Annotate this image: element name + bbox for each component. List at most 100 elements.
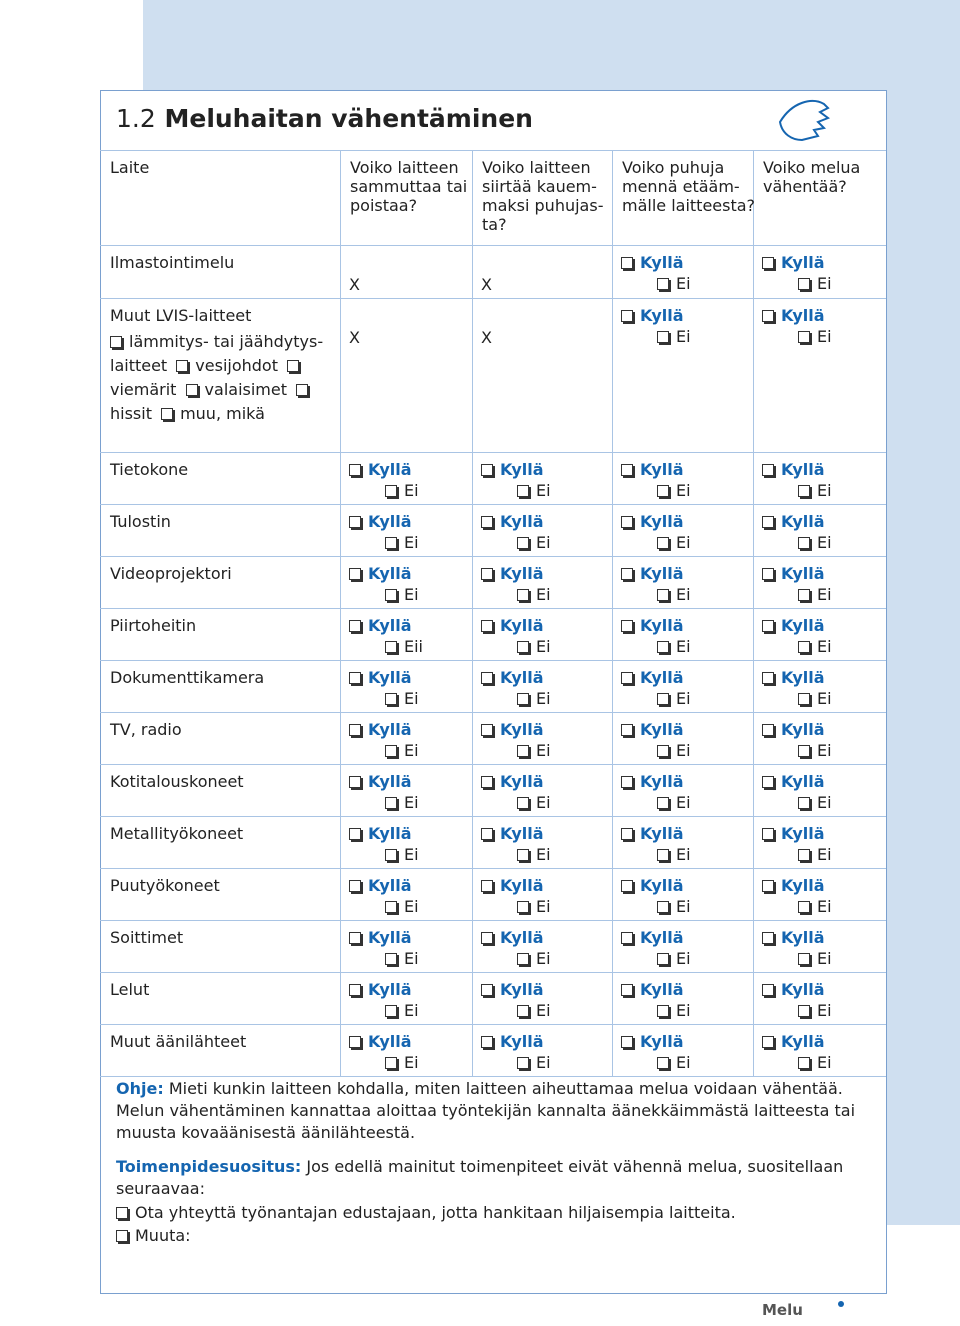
device-name: Videoprojektori — [110, 564, 232, 583]
checkbox — [762, 828, 774, 840]
yes-text: Kyllä — [781, 980, 825, 999]
yes-text: Kyllä — [368, 616, 412, 635]
no-text: Ei — [676, 897, 691, 916]
checkbox — [517, 1005, 529, 1017]
band-top — [143, 0, 960, 90]
yes-option: Kyllä — [349, 1032, 412, 1051]
checkbox — [185, 384, 198, 396]
yes-option: Kyllä — [349, 824, 412, 843]
no-option: Ei — [385, 793, 419, 812]
row-line — [100, 868, 886, 869]
checkbox — [798, 1057, 810, 1069]
no-option: Ei — [657, 1001, 691, 1020]
yes-option: Kyllä — [621, 668, 684, 687]
no-option: Ei — [798, 845, 832, 864]
checkbox — [517, 901, 529, 913]
no-option: Ei — [657, 949, 691, 968]
hand-icon — [778, 100, 831, 142]
checkbox — [762, 620, 774, 632]
yes-text: Kyllä — [640, 564, 684, 583]
device-name: Muut äänilähteet — [110, 1032, 247, 1051]
no-text: Ei — [404, 741, 419, 760]
row-line — [100, 245, 886, 246]
header-line: ta? — [482, 215, 507, 234]
no-option: Ei — [657, 897, 691, 916]
no-text: Ei — [404, 585, 419, 604]
no-text: Ei — [817, 481, 832, 500]
yes-option: Kyllä — [621, 616, 684, 635]
no-text: Ei — [536, 1053, 551, 1072]
checkbox — [762, 672, 774, 684]
yes-option: Kyllä — [481, 876, 544, 895]
yes-text: Kyllä — [368, 772, 412, 791]
yes-option: Kyllä — [621, 876, 684, 895]
checkbox — [349, 828, 361, 840]
device-cell: Puutyökoneet — [110, 876, 220, 895]
device-cell: Muut LVIS-laitteet lämmitys- tai jäähdyty… — [110, 306, 325, 426]
no-option: Ei — [657, 741, 691, 760]
yes-option: Kyllä — [762, 720, 825, 739]
yes-option: Kyllä — [481, 980, 544, 999]
device-cell: Soittimet — [110, 928, 183, 947]
yes-option: Kyllä — [481, 772, 544, 791]
checkbox — [762, 880, 774, 892]
checkbox — [385, 589, 397, 601]
checkbox — [798, 953, 810, 965]
yes-text: Kyllä — [500, 876, 544, 895]
yes-text: Kyllä — [368, 668, 412, 687]
device-cell: Lelut — [110, 980, 149, 999]
yes-text: Kyllä — [500, 616, 544, 635]
no-option: Ei — [517, 793, 551, 812]
checkbox — [762, 776, 774, 788]
yes-text: Kyllä — [500, 564, 544, 583]
no-text: Ei — [536, 1001, 551, 1020]
no-option: Ei — [657, 845, 691, 864]
yes-text: Kyllä — [781, 253, 825, 272]
yes-option: Kyllä — [621, 512, 684, 531]
device-name: Ilmastointimelu — [110, 253, 235, 272]
header-cell: Voiko laitteen sammuttaa tai poistaa? — [350, 158, 467, 215]
checkbox — [621, 776, 633, 788]
yes-text: Kyllä — [640, 928, 684, 947]
no-option: Ei — [798, 689, 832, 708]
no-option: Ei — [798, 949, 832, 968]
col-line — [612, 150, 613, 1076]
checkbox — [517, 797, 529, 809]
yes-text: Kyllä — [368, 512, 412, 531]
yes-text: Kyllä — [781, 460, 825, 479]
device-name: Lelut — [110, 980, 150, 999]
checkbox — [798, 641, 810, 653]
device-cell: Videoprojektori — [110, 564, 232, 583]
checkbox — [657, 901, 669, 913]
yes-option: Kyllä — [621, 980, 684, 999]
yes-option: Kyllä — [762, 616, 825, 635]
checkbox — [385, 745, 397, 757]
section-heading: 1.2 Meluhaitan vähentäminen — [116, 104, 533, 133]
yes-option: Kyllä — [481, 928, 544, 947]
no-text: Ei — [817, 585, 832, 604]
checkbox — [385, 849, 397, 861]
no-text: Ei — [536, 897, 551, 916]
no-text: Ei — [404, 1053, 419, 1072]
checkbox — [517, 537, 529, 549]
checkbox — [762, 257, 774, 269]
checkbox — [349, 1036, 361, 1048]
device-cell: Ilmastointimelu — [110, 253, 234, 272]
no-option: Ei — [657, 1053, 691, 1072]
checkbox — [385, 797, 397, 809]
option: viemärit — [110, 356, 306, 399]
yes-option: Kyllä — [762, 876, 825, 895]
yes-text: Kyllä — [640, 512, 684, 531]
checkbox — [296, 384, 309, 396]
no-option: Ei — [798, 274, 832, 293]
no-option: Ei — [385, 741, 419, 760]
yes-text: Kyllä — [500, 1032, 544, 1051]
checkbox — [517, 641, 529, 653]
checkbox — [481, 672, 493, 684]
checkbox — [621, 310, 633, 322]
row-line — [100, 298, 886, 299]
no-text: Ei — [817, 637, 832, 656]
no-text: Ei — [817, 689, 832, 708]
yes-text: Kyllä — [368, 980, 412, 999]
